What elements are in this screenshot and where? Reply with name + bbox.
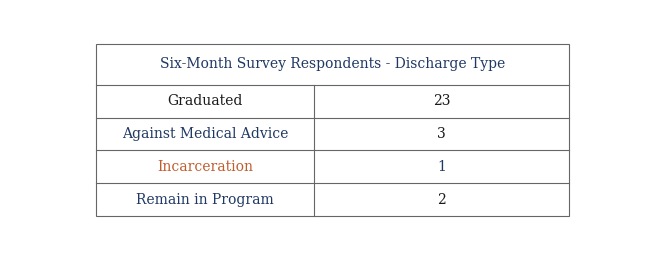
Text: Incarceration: Incarceration (157, 160, 253, 174)
Text: 23: 23 (433, 94, 450, 108)
Text: Remain in Program: Remain in Program (136, 193, 274, 207)
Bar (96, 44, 569, 216)
Text: Against Medical Advice: Against Medical Advice (122, 127, 288, 141)
Text: 1: 1 (437, 160, 446, 174)
Text: Graduated: Graduated (167, 94, 243, 108)
Text: Six-Month Survey Respondents - Discharge Type: Six-Month Survey Respondents - Discharge… (160, 57, 505, 71)
Text: 2: 2 (437, 193, 446, 207)
Text: 3: 3 (437, 127, 446, 141)
